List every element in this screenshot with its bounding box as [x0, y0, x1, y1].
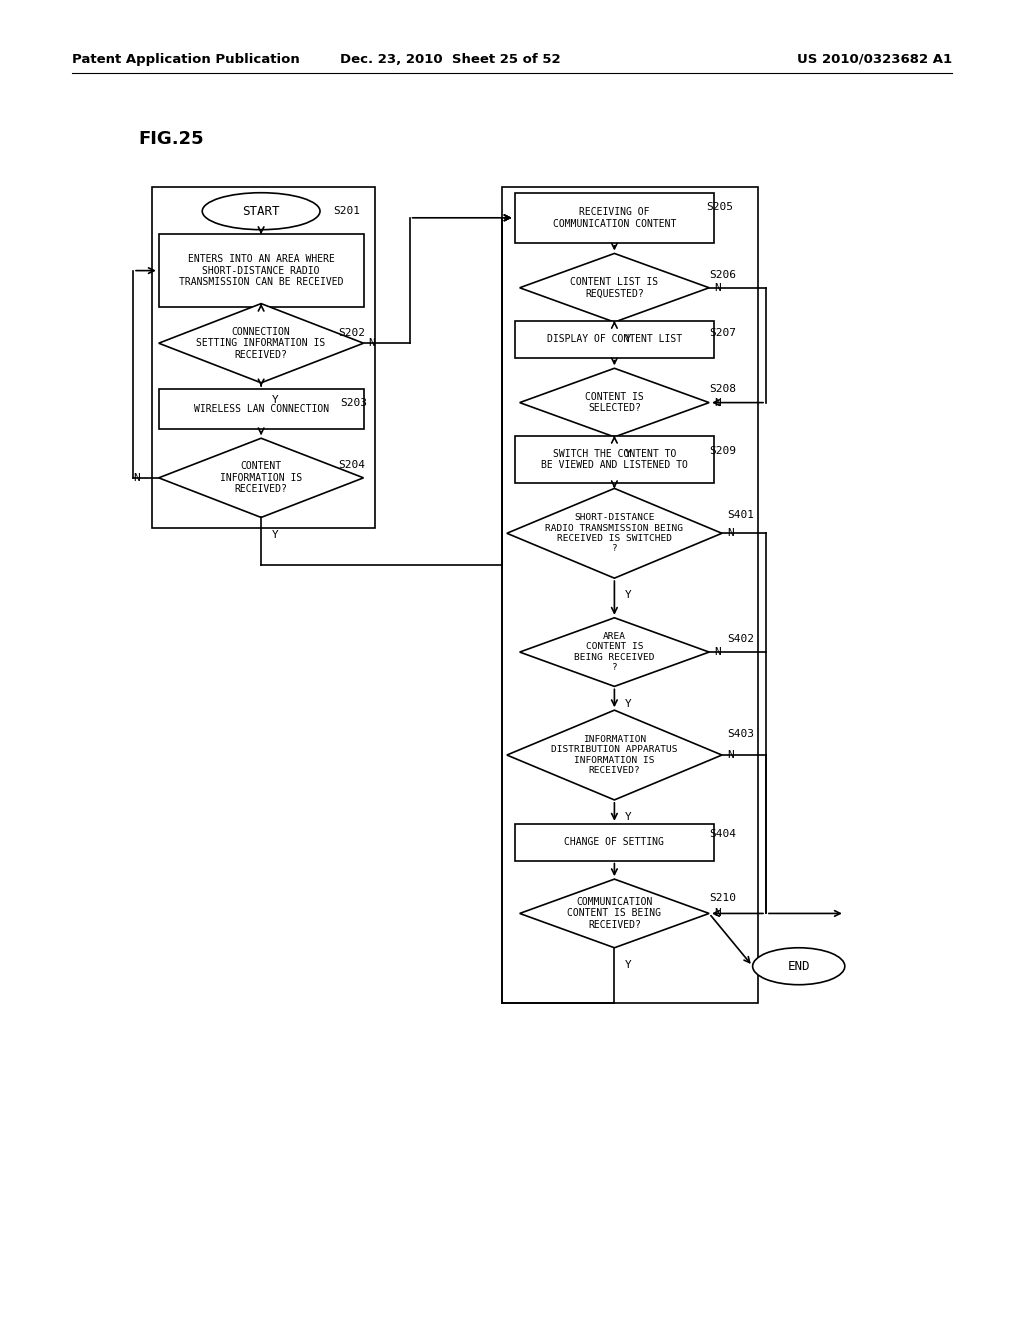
Text: SHORT-DISTANCE
RADIO TRANSMISSION BEING
RECEIVED IS SWITCHED
?: SHORT-DISTANCE RADIO TRANSMISSION BEING … [546, 513, 683, 553]
Text: Y: Y [625, 812, 632, 822]
Text: Y: Y [625, 698, 632, 709]
Polygon shape [507, 488, 722, 578]
FancyBboxPatch shape [159, 389, 364, 429]
FancyBboxPatch shape [159, 235, 364, 306]
Text: S402: S402 [727, 634, 754, 644]
Text: SWITCH THE CONTENT TO
BE VIEWED AND LISTENED TO: SWITCH THE CONTENT TO BE VIEWED AND LIST… [541, 449, 688, 470]
Text: S403: S403 [727, 729, 754, 739]
Text: AREA
CONTENT IS
BEING RECEIVED
?: AREA CONTENT IS BEING RECEIVED ? [574, 632, 654, 672]
Polygon shape [519, 368, 709, 437]
Text: S201: S201 [333, 206, 359, 216]
Text: N: N [727, 528, 734, 539]
Text: Y: Y [271, 395, 279, 405]
Polygon shape [519, 879, 709, 948]
Text: N: N [715, 647, 721, 657]
Text: N: N [715, 908, 721, 919]
Text: CONTENT IS
SELECTED?: CONTENT IS SELECTED? [585, 392, 644, 413]
Text: N: N [369, 338, 376, 348]
Text: S208: S208 [710, 384, 736, 395]
Ellipse shape [203, 193, 319, 230]
Text: CHANGE OF SETTING: CHANGE OF SETTING [564, 837, 665, 847]
Text: S207: S207 [710, 327, 736, 338]
Text: S206: S206 [710, 269, 736, 280]
Text: N: N [715, 282, 721, 293]
Text: Y: Y [271, 529, 279, 540]
FancyBboxPatch shape [514, 193, 715, 243]
Polygon shape [507, 710, 722, 800]
Text: WIRELESS LAN CONNECTION: WIRELESS LAN CONNECTION [194, 404, 329, 414]
Text: Y: Y [625, 334, 632, 345]
Ellipse shape [753, 948, 845, 985]
Text: S401: S401 [727, 510, 754, 520]
Text: COMMUNICATION
CONTENT IS BEING
RECEIVED?: COMMUNICATION CONTENT IS BEING RECEIVED? [567, 896, 662, 931]
Text: START: START [243, 205, 280, 218]
Text: CONTENT LIST IS
REQUESTED?: CONTENT LIST IS REQUESTED? [570, 277, 658, 298]
Text: N: N [133, 473, 140, 483]
Polygon shape [159, 304, 364, 383]
Text: US 2010/0323682 A1: US 2010/0323682 A1 [798, 53, 952, 66]
Text: S203: S203 [340, 397, 367, 408]
Text: N: N [727, 750, 734, 760]
Text: END: END [787, 960, 810, 973]
Text: Patent Application Publication: Patent Application Publication [72, 53, 299, 66]
Text: RECEIVING OF
COMMUNICATION CONTENT: RECEIVING OF COMMUNICATION CONTENT [553, 207, 676, 228]
FancyBboxPatch shape [514, 824, 715, 861]
Text: N: N [715, 397, 721, 408]
FancyBboxPatch shape [514, 436, 715, 483]
Text: DISPLAY OF CONTENT LIST: DISPLAY OF CONTENT LIST [547, 334, 682, 345]
Polygon shape [159, 438, 364, 517]
Text: INFORMATION
DISTRIBUTION APPARATUS
INFORMATION IS
RECEIVED?: INFORMATION DISTRIBUTION APPARATUS INFOR… [551, 735, 678, 775]
Text: S210: S210 [710, 892, 736, 903]
Text: Dec. 23, 2010  Sheet 25 of 52: Dec. 23, 2010 Sheet 25 of 52 [340, 53, 561, 66]
Text: Y: Y [625, 449, 632, 459]
Polygon shape [519, 253, 709, 322]
Text: FIG.25: FIG.25 [138, 129, 204, 148]
Text: ENTERS INTO AN AREA WHERE
SHORT-DISTANCE RADIO
TRANSMISSION CAN BE RECEIVED: ENTERS INTO AN AREA WHERE SHORT-DISTANCE… [179, 253, 343, 288]
FancyBboxPatch shape [514, 321, 715, 358]
Text: CONNECTION
SETTING INFORMATION IS
RECEIVED?: CONNECTION SETTING INFORMATION IS RECEIV… [197, 326, 326, 360]
Text: S204: S204 [338, 459, 365, 470]
Text: S202: S202 [338, 327, 365, 338]
Text: S404: S404 [710, 829, 736, 840]
Polygon shape [519, 618, 709, 686]
Text: CONTENT
INFORMATION IS
RECEIVED?: CONTENT INFORMATION IS RECEIVED? [220, 461, 302, 495]
Text: S205: S205 [707, 202, 733, 213]
Text: Y: Y [625, 590, 632, 601]
Text: S209: S209 [710, 446, 736, 457]
Text: Y: Y [625, 960, 632, 970]
